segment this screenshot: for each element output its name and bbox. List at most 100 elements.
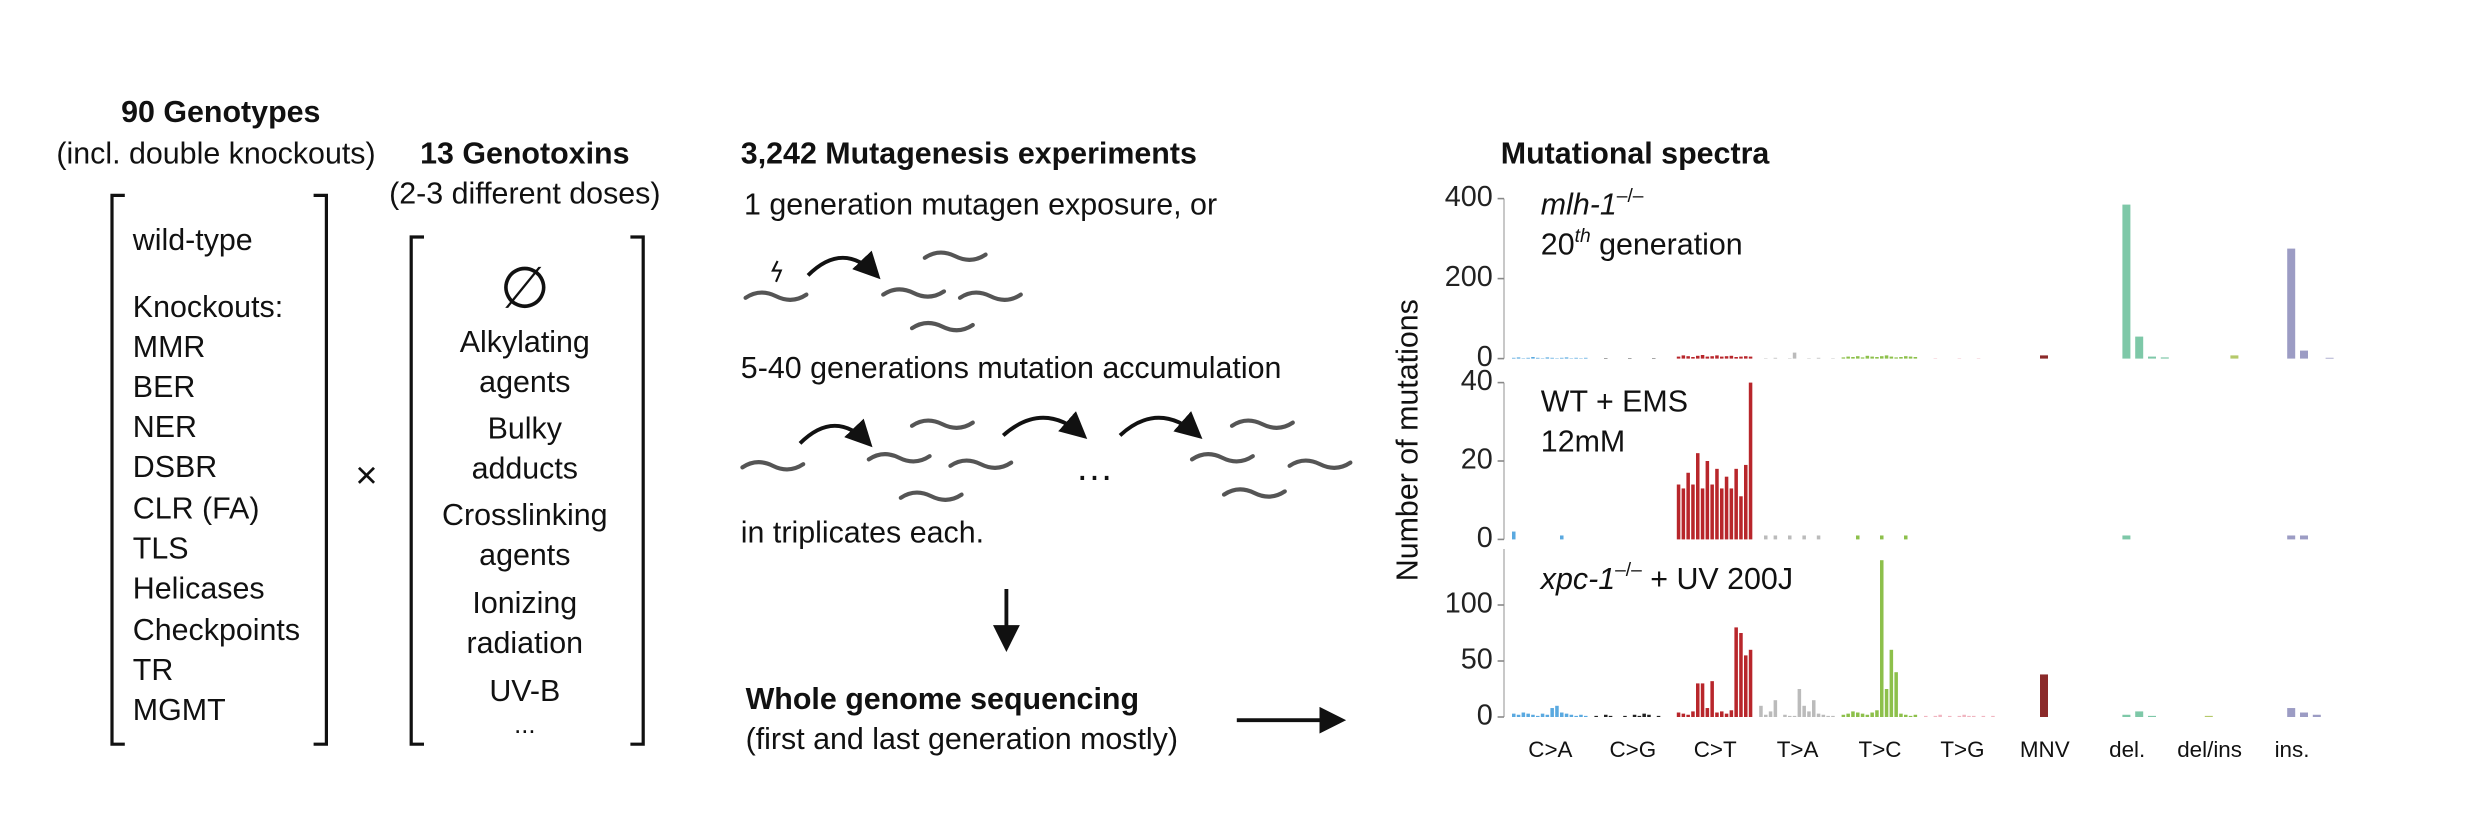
- spectra-title: Mutational spectra: [1501, 136, 1771, 170]
- gene: xpc-1: [1539, 562, 1615, 596]
- genotype-item: BER: [133, 370, 196, 404]
- bar: [1904, 535, 1908, 540]
- x-tick-label: C>T: [1694, 737, 1737, 762]
- genotype-item: Knockouts:: [133, 290, 283, 324]
- experiments-line: 5-40 generations mutation accumulation: [741, 351, 1282, 385]
- bar: [1981, 715, 1986, 717]
- bar: [1647, 714, 1651, 717]
- genotype-item: Helicases: [133, 572, 265, 606]
- bar: [1512, 531, 1516, 540]
- bar: [1676, 356, 1681, 359]
- bar: [1773, 357, 1778, 359]
- bar: [1564, 713, 1569, 717]
- bar: [2287, 708, 2296, 717]
- worms: [742, 411, 1350, 500]
- bar: [1594, 715, 1598, 717]
- bar: [1821, 714, 1826, 717]
- bar: [1700, 488, 1705, 540]
- bar: [1608, 715, 1613, 717]
- worms: [746, 253, 1021, 331]
- bar: [1826, 715, 1830, 717]
- bar: [1991, 715, 1995, 717]
- bar: [1894, 672, 1898, 717]
- bar: [1715, 355, 1719, 359]
- bar: [1875, 710, 1879, 717]
- bar: [1560, 357, 1564, 359]
- x-tick-label: T>A: [1777, 737, 1819, 762]
- bar: [1924, 715, 1928, 717]
- x-tick-label: C>G: [1609, 737, 1656, 762]
- bar: [1632, 714, 1637, 717]
- panel-annotation: WT + EMS: [1541, 384, 1688, 418]
- bar: [2160, 357, 2169, 359]
- bar: [1875, 357, 1879, 359]
- bar: [2230, 355, 2239, 359]
- genotoxin-item: Alkylating: [460, 325, 590, 359]
- bar: [1739, 633, 1743, 717]
- bar: [1696, 453, 1700, 540]
- bar: [1802, 705, 1806, 717]
- experiments-title: 3,242 Mutagenesis experiments: [741, 136, 1197, 170]
- bar: [1788, 715, 1792, 717]
- bar: [1889, 356, 1894, 359]
- y-tick-label: 400: [1445, 181, 1493, 213]
- bar: [1894, 357, 1898, 359]
- genotype-item: Checkpoints: [133, 613, 300, 647]
- bar: [1623, 715, 1627, 717]
- bar: [1526, 357, 1530, 359]
- bar: [2300, 350, 2308, 359]
- bar: [1715, 712, 1719, 717]
- bar: [1555, 705, 1559, 717]
- bar: [2135, 336, 2144, 359]
- bar: [1913, 714, 1918, 717]
- bar: [2312, 714, 2321, 717]
- y-tick-label: 0: [1477, 341, 1493, 373]
- bar: [1560, 712, 1564, 717]
- bar: [1802, 535, 1806, 540]
- bar: [1705, 708, 1710, 717]
- bracket: [409, 235, 645, 746]
- bar: [2040, 674, 2048, 717]
- bar: [1904, 714, 1908, 717]
- x-tick-label: MNV: [2020, 737, 2070, 762]
- bar: [1560, 535, 1564, 540]
- bar: [1899, 713, 1903, 717]
- bar: [1957, 715, 1962, 717]
- bar: [1676, 712, 1681, 717]
- bar: [1938, 714, 1942, 717]
- bar: [1846, 356, 1850, 359]
- genotype-item: MGMT: [133, 693, 226, 727]
- bar: [1516, 357, 1521, 359]
- bar: [1773, 700, 1778, 717]
- bar: [1720, 711, 1724, 717]
- bar: [1574, 357, 1578, 359]
- bar: [1705, 356, 1710, 359]
- bar: [1856, 356, 1860, 359]
- bar: [1734, 357, 1738, 359]
- bar: [1846, 713, 1850, 717]
- bar: [1550, 357, 1554, 359]
- y-tick-label: 20: [1461, 444, 1493, 476]
- bar: [1948, 715, 1952, 717]
- bar: [1700, 355, 1705, 359]
- bar: [1545, 357, 1550, 359]
- bar: [1860, 713, 1865, 717]
- x-tick-label: ins.: [2275, 737, 2310, 762]
- bar: [1691, 357, 1695, 359]
- bar: [1831, 715, 1835, 717]
- genotoxin-item: adducts: [472, 452, 578, 486]
- bar: [1816, 357, 1821, 359]
- bar: [1739, 496, 1743, 540]
- bar: [1967, 715, 1971, 717]
- bar: [1516, 714, 1521, 717]
- times-sign: ×: [355, 454, 377, 497]
- genotoxin-item: agents: [479, 365, 570, 399]
- bar: [1584, 357, 1588, 359]
- bar: [1797, 689, 1802, 717]
- experiments-line: in triplicates each.: [741, 516, 984, 550]
- bar: [1748, 356, 1753, 359]
- bar: [1816, 713, 1821, 717]
- x-tick-label: del.: [2109, 737, 2145, 762]
- panel-annotation: 12mM: [1541, 424, 1625, 458]
